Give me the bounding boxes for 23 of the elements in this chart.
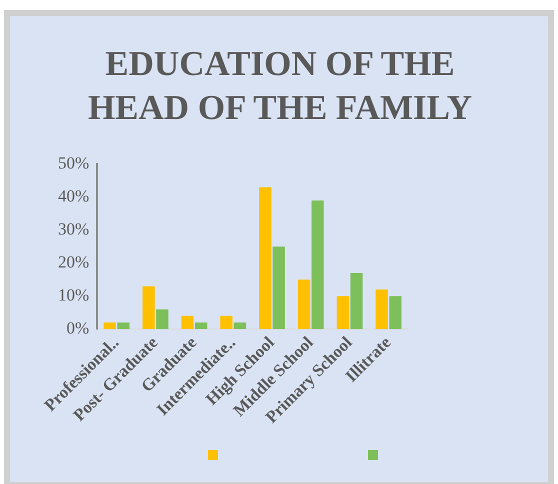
bar [376,290,388,330]
bar [350,273,363,330]
bar [312,200,324,330]
bar [104,322,116,330]
bar [259,187,272,330]
bar [142,286,155,330]
y-tick-label: 50% [58,154,90,173]
bar [389,296,402,330]
bar [194,322,208,330]
y-tick-label: 0% [66,318,90,338]
bar [181,316,194,330]
chart-title: EDUCATION OF THE HEAD OF THE FAMILY [86,43,474,129]
bar [117,322,130,330]
y-tick-label: 30% [58,220,90,239]
y-tick-label: 40% [58,186,90,206]
bar [298,280,310,330]
y-tick-label: 10% [58,286,90,305]
bar [272,246,285,330]
bar [234,322,246,330]
bar [156,309,168,330]
bar [220,316,232,330]
y-tick-label: 20% [58,252,90,272]
bar [336,296,350,330]
